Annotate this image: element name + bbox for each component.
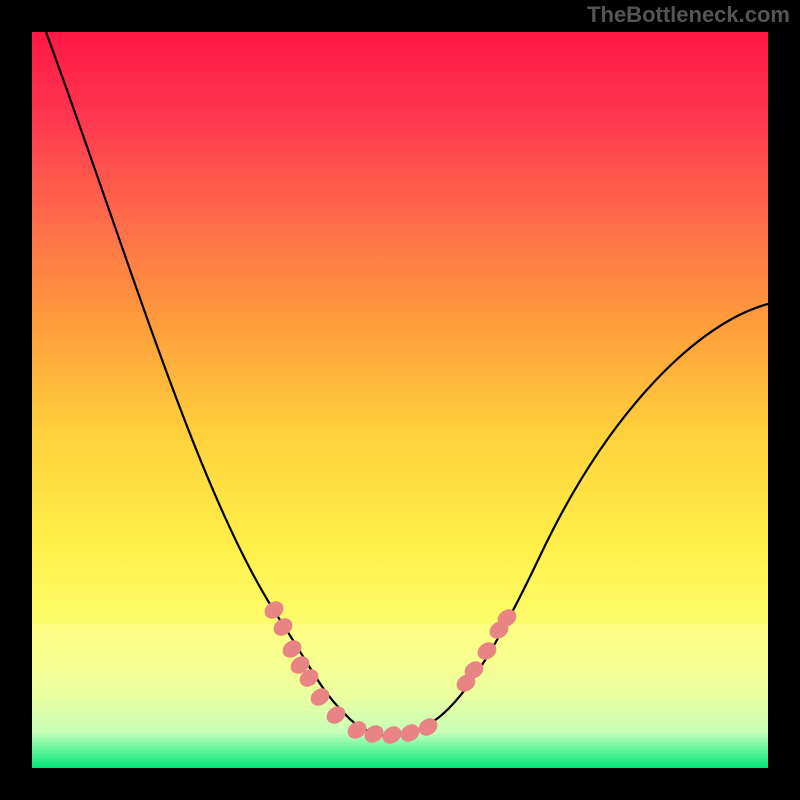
watermark-text: TheBottleneck.com <box>587 2 790 28</box>
plot-svg <box>0 0 800 800</box>
bottleneck-chart: TheBottleneck.com <box>0 0 800 800</box>
highlight-band <box>32 624 768 734</box>
